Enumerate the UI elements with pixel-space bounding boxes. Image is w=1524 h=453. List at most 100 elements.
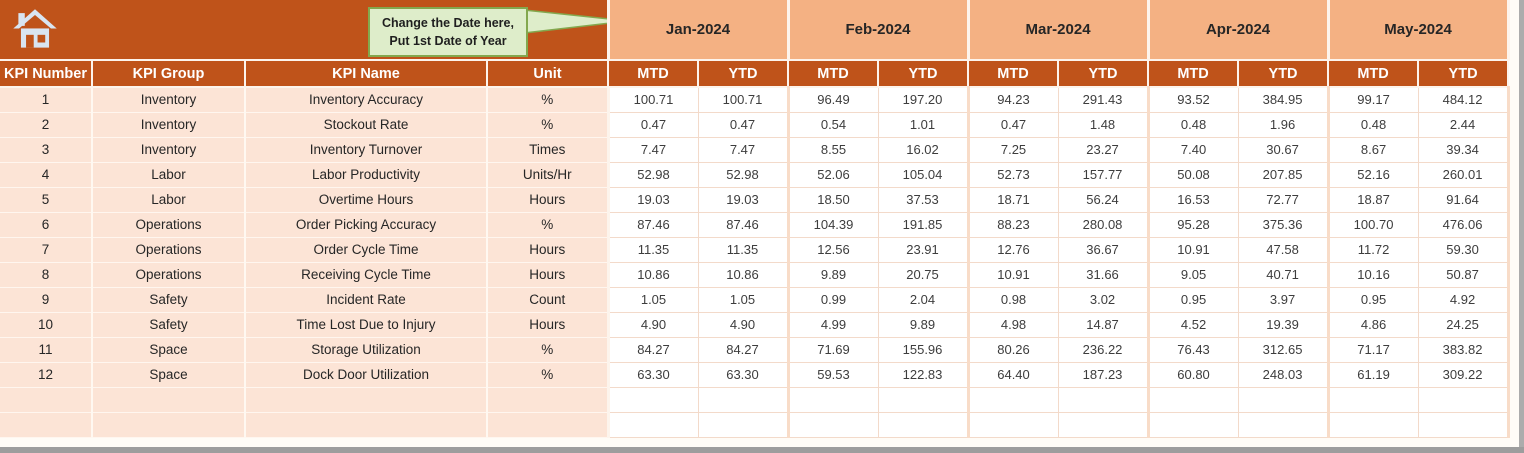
cell-value[interactable]: 100.71 bbox=[698, 87, 790, 113]
empty-cell[interactable] bbox=[968, 412, 1059, 438]
cell-kpi-number[interactable]: 6 bbox=[0, 212, 93, 238]
month-header-may-2024[interactable]: May-2024 bbox=[1326, 0, 1510, 61]
cell-value[interactable]: 71.17 bbox=[1328, 337, 1419, 363]
cell-value[interactable]: 7.47 bbox=[698, 137, 790, 163]
empty-cell[interactable] bbox=[245, 412, 488, 438]
cell-value[interactable]: 59.30 bbox=[1418, 237, 1510, 263]
cell-value[interactable]: 93.52 bbox=[1148, 87, 1239, 113]
cell-value[interactable]: 11.35 bbox=[698, 237, 790, 263]
cell-value[interactable]: 88.23 bbox=[968, 212, 1059, 238]
cell-kpi-number[interactable]: 11 bbox=[0, 337, 93, 363]
empty-cell[interactable] bbox=[1328, 412, 1419, 438]
cell-value[interactable]: 52.73 bbox=[968, 162, 1059, 188]
cell-value[interactable]: 236.22 bbox=[1058, 337, 1150, 363]
cell-kpi-name[interactable]: Order Picking Accuracy bbox=[245, 212, 488, 238]
cell-value[interactable]: 1.01 bbox=[878, 112, 970, 138]
cell-kpi-group[interactable]: Inventory bbox=[92, 112, 246, 138]
cell-value[interactable]: 8.55 bbox=[788, 137, 879, 163]
cell-unit[interactable]: Hours bbox=[487, 262, 610, 288]
cell-value[interactable]: 63.30 bbox=[608, 362, 699, 388]
empty-cell[interactable] bbox=[92, 387, 246, 413]
home-button[interactable] bbox=[12, 8, 58, 54]
cell-kpi-group[interactable]: Safety bbox=[92, 287, 246, 313]
cell-kpi-group[interactable]: Inventory bbox=[92, 137, 246, 163]
cell-unit[interactable]: % bbox=[487, 362, 610, 388]
cell-value[interactable]: 1.96 bbox=[1238, 112, 1330, 138]
cell-kpi-number[interactable]: 9 bbox=[0, 287, 93, 313]
cell-value[interactable]: 56.24 bbox=[1058, 187, 1150, 213]
cell-kpi-group[interactable]: Inventory bbox=[92, 87, 246, 113]
cell-value[interactable]: 18.87 bbox=[1328, 187, 1419, 213]
cell-value[interactable]: 1.48 bbox=[1058, 112, 1150, 138]
cell-unit[interactable]: % bbox=[487, 212, 610, 238]
empty-cell[interactable] bbox=[1238, 387, 1330, 413]
empty-cell[interactable] bbox=[1058, 387, 1150, 413]
cell-value[interactable]: 36.67 bbox=[1058, 237, 1150, 263]
cell-value[interactable]: 18.50 bbox=[788, 187, 879, 213]
cell-value[interactable]: 18.71 bbox=[968, 187, 1059, 213]
cell-value[interactable]: 1.05 bbox=[608, 287, 699, 313]
cell-value[interactable]: 87.46 bbox=[608, 212, 699, 238]
cell-kpi-name[interactable]: Overtime Hours bbox=[245, 187, 488, 213]
cell-value[interactable]: 47.58 bbox=[1238, 237, 1330, 263]
cell-value[interactable]: 9.89 bbox=[878, 312, 970, 338]
cell-kpi-number[interactable]: 3 bbox=[0, 137, 93, 163]
cell-value[interactable]: 39.34 bbox=[1418, 137, 1510, 163]
cell-value[interactable]: 0.47 bbox=[608, 112, 699, 138]
cell-value[interactable]: 52.98 bbox=[698, 162, 790, 188]
cell-value[interactable]: 9.05 bbox=[1148, 262, 1239, 288]
cell-unit[interactable]: Hours bbox=[487, 187, 610, 213]
empty-cell[interactable] bbox=[698, 412, 790, 438]
empty-cell[interactable] bbox=[878, 412, 970, 438]
cell-value[interactable]: 0.48 bbox=[1148, 112, 1239, 138]
cell-kpi-name[interactable]: Receiving Cycle Time bbox=[245, 262, 488, 288]
cell-kpi-group[interactable]: Operations bbox=[92, 237, 246, 263]
empty-cell[interactable] bbox=[1148, 412, 1239, 438]
cell-value[interactable]: 10.91 bbox=[968, 262, 1059, 288]
cell-value[interactable]: 0.98 bbox=[968, 287, 1059, 313]
cell-value[interactable]: 484.12 bbox=[1418, 87, 1510, 113]
cell-value[interactable]: 248.03 bbox=[1238, 362, 1330, 388]
cell-value[interactable]: 71.69 bbox=[788, 337, 879, 363]
cell-value[interactable]: 122.83 bbox=[878, 362, 970, 388]
cell-value[interactable]: 10.86 bbox=[608, 262, 699, 288]
cell-unit[interactable]: Count bbox=[487, 287, 610, 313]
cell-kpi-group[interactable]: Space bbox=[92, 337, 246, 363]
cell-kpi-number[interactable]: 5 bbox=[0, 187, 93, 213]
cell-kpi-number[interactable]: 2 bbox=[0, 112, 93, 138]
empty-cell[interactable] bbox=[878, 387, 970, 413]
cell-value[interactable]: 12.56 bbox=[788, 237, 879, 263]
cell-value[interactable]: 2.04 bbox=[878, 287, 970, 313]
empty-cell[interactable] bbox=[1238, 412, 1330, 438]
cell-kpi-name[interactable]: Labor Productivity bbox=[245, 162, 488, 188]
cell-value[interactable]: 0.47 bbox=[698, 112, 790, 138]
cell-value[interactable]: 63.30 bbox=[698, 362, 790, 388]
cell-value[interactable]: 104.39 bbox=[788, 212, 879, 238]
empty-cell[interactable] bbox=[1418, 412, 1510, 438]
cell-kpi-name[interactable]: Incident Rate bbox=[245, 287, 488, 313]
cell-value[interactable]: 50.08 bbox=[1148, 162, 1239, 188]
cell-value[interactable]: 52.06 bbox=[788, 162, 879, 188]
cell-value[interactable]: 4.98 bbox=[968, 312, 1059, 338]
cell-unit[interactable]: % bbox=[487, 337, 610, 363]
cell-value[interactable]: 40.71 bbox=[1238, 262, 1330, 288]
month-header-jan-2024[interactable]: Jan-2024 bbox=[606, 0, 790, 61]
cell-value[interactable]: 84.27 bbox=[698, 337, 790, 363]
cell-value[interactable]: 60.80 bbox=[1148, 362, 1239, 388]
cell-value[interactable]: 59.53 bbox=[788, 362, 879, 388]
cell-value[interactable]: 37.53 bbox=[878, 187, 970, 213]
cell-unit[interactable]: Units/Hr bbox=[487, 162, 610, 188]
cell-value[interactable]: 3.02 bbox=[1058, 287, 1150, 313]
cell-value[interactable]: 19.39 bbox=[1238, 312, 1330, 338]
cell-unit[interactable]: % bbox=[487, 112, 610, 138]
empty-cell[interactable] bbox=[1058, 412, 1150, 438]
cell-value[interactable]: 16.02 bbox=[878, 137, 970, 163]
cell-value[interactable]: 187.23 bbox=[1058, 362, 1150, 388]
cell-value[interactable]: 30.67 bbox=[1238, 137, 1330, 163]
cell-value[interactable]: 100.71 bbox=[608, 87, 699, 113]
cell-value[interactable]: 100.70 bbox=[1328, 212, 1419, 238]
cell-value[interactable]: 80.26 bbox=[968, 337, 1059, 363]
cell-value[interactable]: 99.17 bbox=[1328, 87, 1419, 113]
cell-kpi-name[interactable]: Storage Utilization bbox=[245, 337, 488, 363]
cell-value[interactable]: 52.16 bbox=[1328, 162, 1419, 188]
